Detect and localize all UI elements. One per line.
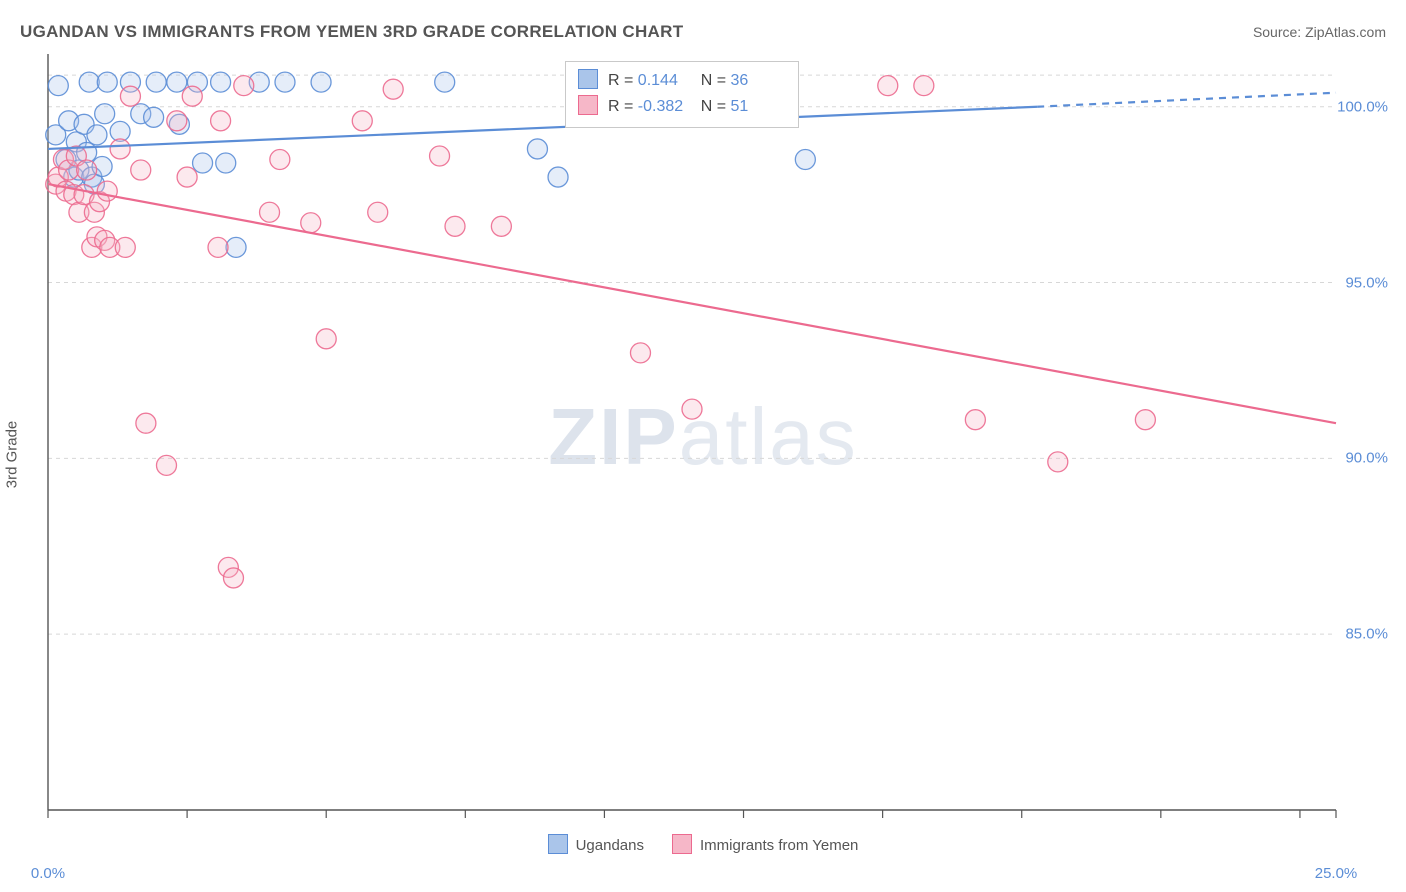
stats-n-value: 36 <box>730 68 784 94</box>
stats-r-value: -0.382 <box>638 94 692 120</box>
legend-item: Ugandans <box>548 834 644 854</box>
stats-legend-box: R = 0.144 N = 36R = -0.382 N = 51 <box>565 61 799 128</box>
legend-label: Immigrants from Yemen <box>700 837 858 854</box>
y-tick-label: 95.0% <box>1345 274 1388 291</box>
y-tick-label: 90.0% <box>1345 450 1388 467</box>
y-tick-label: 100.0% <box>1337 98 1388 115</box>
legend-swatch <box>672 834 692 854</box>
series-legend: Ugandans Immigrants from Yemen <box>0 834 1406 854</box>
stats-swatch <box>578 69 598 89</box>
stats-row: R = -0.382 N = 51 <box>578 94 784 120</box>
stats-n-value: 51 <box>730 94 784 120</box>
stats-row: R = 0.144 N = 36 <box>578 68 784 94</box>
legend-item: Immigrants from Yemen <box>672 834 858 854</box>
x-tick-label: 0.0% <box>31 865 65 882</box>
legend-label: Ugandans <box>576 837 644 854</box>
x-tick-label: 25.0% <box>1315 865 1358 882</box>
stats-r-value: 0.144 <box>638 68 692 94</box>
scatter-chart <box>0 0 1406 892</box>
stats-swatch <box>578 95 598 115</box>
y-tick-label: 85.0% <box>1345 626 1388 643</box>
legend-swatch <box>548 834 568 854</box>
